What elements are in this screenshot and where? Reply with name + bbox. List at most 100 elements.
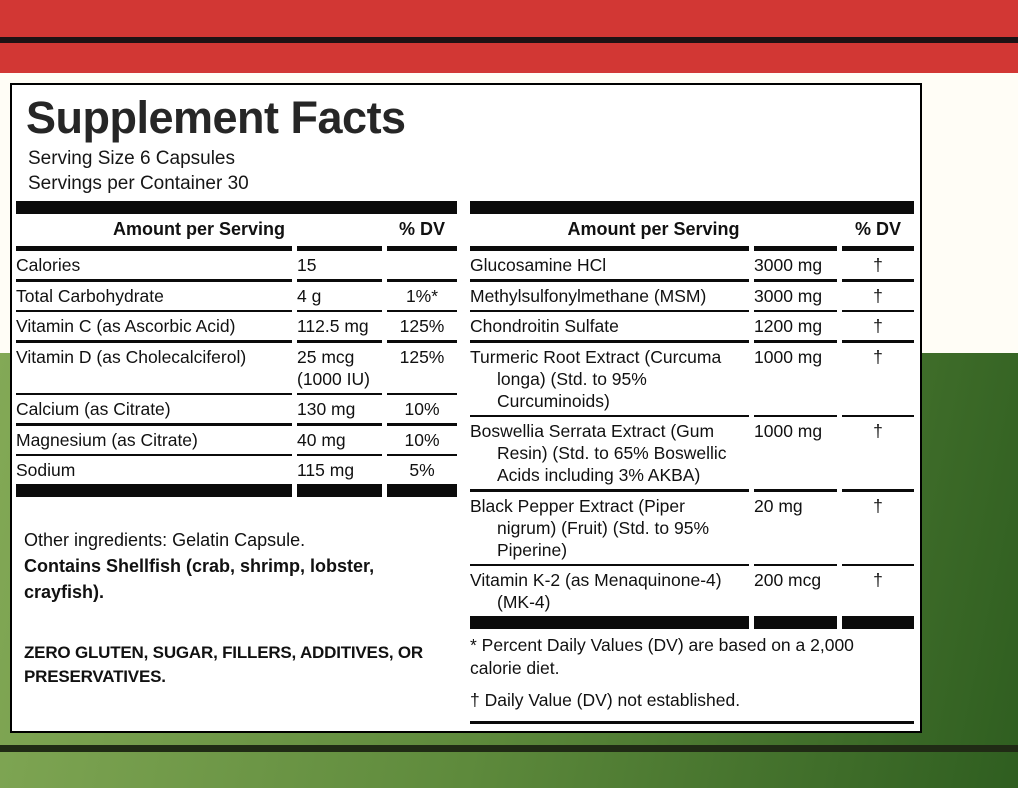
dagger-footnote: † Daily Value (DV) not established.	[470, 690, 741, 710]
ingredient-amount: 25 mcg (1000 IU)	[297, 346, 370, 389]
ingredient-name: Total Carbohydrate	[16, 285, 164, 306]
header-separator-segment	[842, 246, 914, 251]
row-separator-segment	[470, 489, 749, 492]
row-separator	[16, 392, 457, 395]
row-separator-segment	[297, 279, 382, 282]
footnotes-section: * Percent Daily Values (DV) are based on…	[470, 634, 902, 712]
header-separator-segment	[297, 246, 382, 251]
row-separator-segment	[754, 414, 837, 417]
top-red-band	[0, 0, 1018, 73]
ingredient-dv: 125%	[399, 316, 445, 336]
ingredient-amount: 15	[297, 255, 317, 275]
ingredient-name: Black Pepper Extract (Piper nigrum) (Fru…	[470, 495, 709, 560]
row-separator	[16, 279, 457, 282]
row-separator-segment	[754, 489, 837, 492]
ingredient-dv: †	[873, 285, 883, 306]
ingredient-name: Boswellia Serrata Extract (Gum Resin) (S…	[470, 421, 727, 485]
column-header-amount: Amount per Serving	[567, 219, 740, 239]
table-top-bar	[16, 201, 457, 214]
header-separator-segment	[16, 246, 292, 251]
ingredient-name: Magnesium (as Citrate)	[16, 429, 198, 450]
row-separator-segment	[297, 453, 382, 456]
row-separator	[16, 453, 457, 456]
facts-table-left: Amount per Serving % DV Calories 15 Total Ca…	[16, 201, 457, 497]
ingredient-dv: †	[873, 255, 883, 275]
page-title: Supplement Facts	[26, 92, 406, 143]
row-separator-segment	[470, 340, 749, 343]
table-bottom-bar-segment	[754, 616, 837, 629]
table-bottom-bar	[470, 616, 914, 629]
table-row: Black Pepper Extract (Piper nigrum) (Fru…	[470, 492, 914, 564]
row-separator-segment	[842, 489, 914, 492]
table-bottom-bar-segment	[842, 616, 914, 629]
row-separator-segment	[754, 563, 837, 566]
row-separator	[470, 309, 914, 312]
row-separator-segment	[16, 423, 292, 426]
ingredient-name: Sodium	[16, 460, 76, 480]
row-separator-segment	[16, 392, 292, 395]
row-separator-segment	[16, 340, 292, 343]
row-separator	[470, 489, 914, 492]
ingredient-dv: 10%	[404, 429, 440, 450]
row-separator-segment	[470, 414, 749, 417]
row-separator-segment	[842, 563, 914, 566]
ingredient-name: Calories	[16, 255, 81, 275]
column-header-dv: % DV	[398, 219, 445, 239]
table-row: Total Carbohydrate 4 g 1%*	[16, 282, 457, 310]
column-header-amount: Amount per Serving	[112, 219, 286, 239]
facts-table-right: Amount per Serving % DV Glucosamine HCl 300…	[470, 201, 914, 629]
ingredient-amount: 115 mg	[297, 460, 355, 480]
ingredient-amount: 1200 mg	[754, 316, 823, 336]
allergen-warning-text: Contains Shellfish (crab, shrimp, lobste…	[24, 556, 375, 602]
bottom-rule	[470, 721, 914, 724]
row-separator-segment	[387, 392, 457, 395]
table-row: Calories 15	[16, 251, 457, 279]
ingredient-amount: 130 mg	[297, 399, 356, 419]
row-separator-segment	[754, 340, 837, 343]
table-row: Vitamin C (as Ascorbic Acid) 112.5 mg 125%	[16, 312, 457, 340]
ingredient-name: Glucosamine HCl	[470, 255, 607, 275]
table-header-row: Amount per Serving % DV	[470, 214, 914, 246]
row-separator-segment	[842, 279, 914, 282]
row-separator-segment	[387, 309, 457, 312]
row-separator	[16, 423, 457, 426]
ingredient-dv: †	[873, 316, 883, 336]
table-row: Vitamin D (as Cholecalciferol) 25 mcg (10…	[16, 343, 457, 393]
row-separator-segment	[16, 309, 292, 312]
ingredient-amount: 20 mg	[754, 495, 803, 516]
ingredient-dv: 5%	[409, 460, 435, 480]
servings-per-container-text: Servings per Container 30	[28, 173, 249, 194]
ingredient-amount: 40 mg	[297, 429, 346, 450]
row-separator	[470, 340, 914, 343]
table-row: Turmeric Root Extract (Curcuma longa) (S…	[470, 343, 914, 415]
serving-size-text: Serving Size 6 Capsules	[28, 148, 235, 169]
row-separator	[16, 309, 457, 312]
ingredient-name: Vitamin D (as Cholecalciferol)	[16, 346, 247, 367]
table-row: Magnesium (as Citrate) 40 mg 10%	[16, 426, 457, 454]
ingredient-dv	[387, 251, 457, 279]
ingredient-amount: 112.5 mg	[297, 316, 369, 336]
row-separator	[470, 279, 914, 282]
table-row: Boswellia Serrata Extract (Gum Resin) (S…	[470, 417, 914, 489]
row-separator-segment	[387, 279, 457, 282]
table-header-row: Amount per Serving % DV	[16, 214, 457, 246]
zero-additives-claim-text: ZERO GLUTEN, SUGAR, FILLERS, ADDITIVES, …	[24, 643, 423, 686]
table-row: Vitamin K-2 (as Menaquinone-4) (MK-4) 200…	[470, 566, 914, 616]
row-separator-segment	[754, 279, 837, 282]
table-bottom-bar-segment	[387, 484, 457, 497]
row-separator-segment	[16, 453, 292, 456]
percent-dv-footnote: * Percent Daily Values (DV) are based on…	[470, 635, 854, 678]
table-bottom-bar-segment	[297, 484, 382, 497]
header-separator-segment	[387, 246, 457, 251]
facts-column-left: Amount per Serving % DV Calories 15 Total Ca…	[16, 201, 457, 724]
top-dark-stripe	[0, 37, 1018, 43]
ingredient-dv: 1%*	[405, 285, 439, 306]
ingredient-amount: 3000 mg	[754, 255, 823, 275]
row-separator-segment	[297, 340, 382, 343]
table-row: Methylsulfonylmethane (MSM) 3000 mg †	[470, 282, 914, 310]
row-separator-segment	[387, 340, 457, 343]
row-separator	[16, 340, 457, 343]
table-row: Sodium 115 mg 5%	[16, 456, 457, 484]
ingredient-dv: †	[873, 421, 883, 441]
header-separator	[16, 246, 457, 251]
